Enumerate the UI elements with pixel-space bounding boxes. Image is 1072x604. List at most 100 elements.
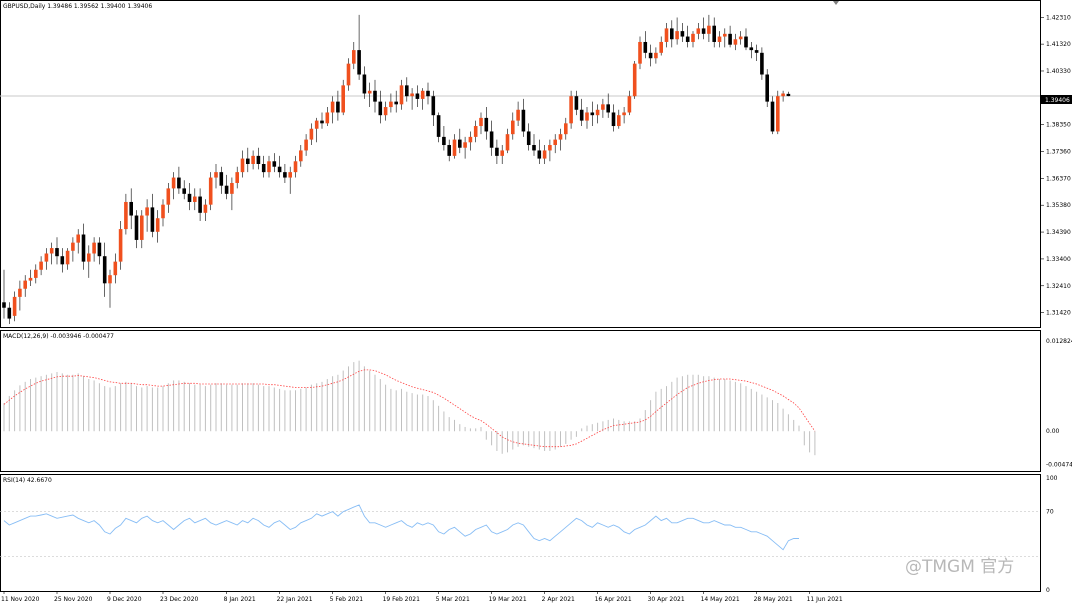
bull-candle	[717, 36, 722, 42]
bull-candle	[781, 93, 785, 97]
bull-candle	[299, 150, 303, 162]
macd-series	[3, 360, 816, 456]
macd-tick-label: 0.012824	[1046, 338, 1072, 345]
macd-tick-label: -0.004745	[1046, 462, 1072, 469]
bull-candle	[71, 242, 75, 251]
bull-candle	[383, 107, 388, 116]
bear-candle	[261, 164, 266, 173]
rsi-panel-frame	[0, 474, 1041, 592]
bull-candle	[304, 139, 308, 151]
macd-panel: 0.012824 0.00 -0.004745 MACD(12,26,9) -0.0…	[0, 330, 1072, 472]
bull-candle	[23, 280, 27, 289]
bull-candle	[214, 172, 218, 178]
bull-candle	[654, 52, 658, 59]
bull-candle	[314, 120, 319, 129]
bear-candle	[701, 28, 706, 34]
bear-candle	[362, 74, 367, 94]
arrow-down-icon[interactable]	[833, 1, 839, 5]
bear-candle	[378, 101, 383, 116]
bull-candle	[267, 161, 271, 173]
bull-candle	[707, 25, 711, 34]
bull-candle	[452, 139, 457, 156]
bear-candle	[670, 28, 674, 40]
bull-candle	[330, 101, 335, 113]
bear-candle	[177, 177, 181, 189]
time-tick-label: 5 Feb 2021	[330, 596, 364, 603]
bull-candle	[309, 128, 314, 140]
rsi-tick-label: 0	[1046, 587, 1050, 594]
bear-candle	[574, 96, 579, 110]
bull-candle	[352, 50, 356, 64]
bear-candle	[611, 112, 616, 127]
bear-candle	[102, 256, 107, 284]
bull-candle	[155, 218, 160, 232]
bear-candle	[770, 101, 775, 132]
bear-candle	[685, 36, 690, 42]
bear-candle	[749, 47, 754, 51]
time-tick-label: 2 Apr 2021	[542, 596, 575, 603]
time-tick-label: 19 Feb 2021	[383, 596, 421, 603]
rsi-tick-label: 70	[1046, 509, 1054, 516]
bull-candle	[558, 134, 563, 140]
bull-candle	[617, 115, 621, 127]
bull-candle	[664, 28, 669, 42]
bull-candle	[367, 90, 372, 94]
bear-candle	[97, 242, 102, 257]
bear-candle	[712, 25, 716, 42]
bear-candle	[643, 41, 648, 53]
bull-candle	[691, 33, 695, 42]
bear-candle	[320, 120, 324, 124]
bull-candle	[463, 142, 467, 148]
bear-candle	[182, 188, 186, 194]
bear-candle	[484, 117, 489, 132]
time-tick-label: 19 Mar 2021	[489, 596, 527, 603]
bull-candle	[108, 275, 112, 284]
bull-candle	[240, 158, 245, 173]
price-tick-label: 1.35380	[1046, 202, 1071, 209]
bull-candle	[675, 31, 679, 40]
time-axis: 11 Nov 2020 25 Nov 2020 9 Dec 2020 23 Dec 2…	[1, 591, 843, 603]
bull-candle	[65, 250, 70, 265]
current-price-label-box	[1041, 95, 1072, 104]
bear-candle	[415, 93, 420, 99]
bull-candle	[76, 234, 80, 243]
bull-candle	[39, 261, 43, 270]
bull-candle	[622, 112, 626, 116]
price-tick-label: 1.34390	[1046, 229, 1071, 236]
price-tick-label: 1.31420	[1046, 310, 1071, 317]
bull-candle	[723, 33, 727, 37]
bull-candle	[118, 229, 123, 262]
bear-candle	[7, 307, 12, 319]
bull-candle	[161, 204, 165, 219]
bear-candle	[405, 85, 409, 97]
bear-candle	[55, 248, 59, 257]
price-chart-title: GBPUSD,Daily 1.39486 1.39562 1.39400 1.3…	[3, 3, 152, 10]
bull-candle	[34, 269, 38, 278]
bull-candle	[500, 150, 504, 156]
bull-candle	[145, 207, 149, 216]
bear-candle	[442, 136, 446, 146]
price-tick-label: 1.42310	[1046, 14, 1071, 21]
bull-candle	[49, 248, 54, 254]
candles	[2, 14, 791, 324]
bear-candle	[426, 90, 430, 97]
bull-candle	[733, 39, 738, 45]
bull-candle	[193, 196, 197, 202]
bear-candle	[495, 147, 499, 156]
bear-candle	[198, 196, 202, 213]
bull-candle	[585, 112, 589, 121]
rsi-panel: 100 70 0 RSI(14) 42.6670	[0, 474, 1058, 594]
bull-candle	[553, 139, 557, 146]
bull-candle	[389, 101, 393, 108]
bull-candle	[627, 96, 632, 113]
bull-candle	[632, 63, 637, 97]
time-tick-label: 14 May 2021	[701, 596, 740, 603]
bear-candle	[60, 256, 65, 265]
bear-candle	[81, 234, 86, 262]
time-tick-label: 23 Dec 2020	[160, 596, 199, 603]
bear-candle	[224, 185, 229, 194]
time-tick-label: 30 Apr 2021	[648, 596, 685, 603]
bull-candle	[87, 253, 91, 262]
price-tick-label: 1.33400	[1046, 256, 1071, 263]
